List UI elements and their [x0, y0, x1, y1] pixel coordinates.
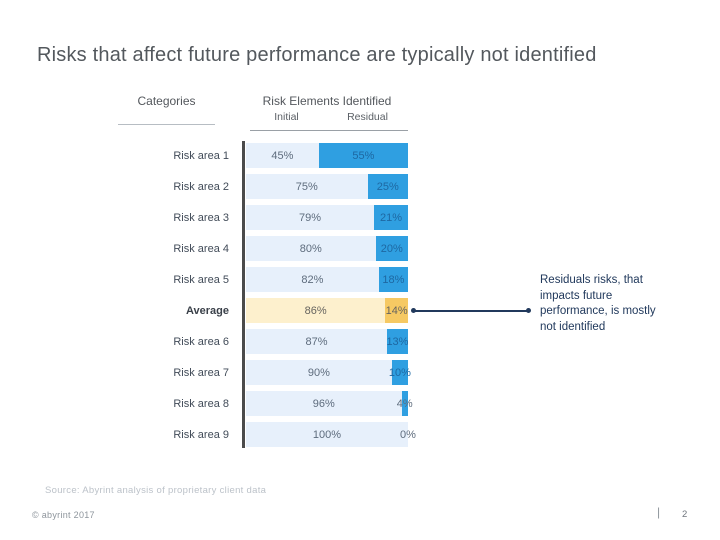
stacked-bar: 86% 14% [246, 298, 408, 323]
risk-row: Risk area 1 45% 55% [127, 143, 408, 168]
residual-segment: 14% [385, 298, 408, 323]
initial-segment: 75% [246, 174, 368, 199]
row-label: Risk area 4 [173, 242, 229, 255]
row-label: Risk area 5 [173, 273, 229, 286]
residual-value-label: 21% [379, 211, 402, 224]
residual-value-label: 10% [388, 366, 411, 379]
row-label: Risk area 6 [173, 335, 229, 348]
initial-value-label: 87% [305, 335, 328, 348]
stacked-bar: 87% 13% [246, 329, 408, 354]
residual-segment: 10% [388, 360, 411, 385]
residual-segment: 55% [318, 143, 408, 168]
risk-row: Risk area 8 96% 4% [127, 391, 413, 416]
residual-segment: 13% [386, 329, 409, 354]
columns-underline [250, 130, 408, 131]
row-label: Average [185, 304, 229, 317]
initial-segment: 90% [246, 360, 392, 385]
residual-segment: 18% [378, 267, 408, 292]
annotation-text: Residuals risks, that impacts future per… [540, 274, 656, 333]
stacked-bar: 90% 10% [246, 360, 411, 385]
initial-value-label: 82% [301, 273, 324, 286]
stacked-bar: 79% 21% [246, 205, 408, 230]
categories-header: Categories [137, 94, 196, 108]
initial-value-label: 90% [307, 366, 330, 379]
copyright-text: © abyrint 2017 [32, 510, 95, 520]
residual-value-label: 14% [385, 304, 408, 317]
row-label: Risk area 2 [173, 180, 229, 193]
initial-value-label: 45% [271, 149, 294, 162]
risk-elements-header: Risk Elements Identified [262, 94, 392, 108]
stacked-bar: 96% 4% [246, 391, 413, 416]
page-separator: | [657, 505, 661, 519]
source-note: Source: Abyrint analysis of proprietary … [45, 485, 267, 496]
initial-segment: 86% [246, 298, 386, 323]
initial-column-header: Initial [274, 111, 299, 123]
row-label: Risk area 9 [173, 428, 229, 441]
annotation-connector-line [411, 308, 531, 313]
row-label: Risk area 3 [173, 211, 229, 224]
initial-segment: 79% [246, 205, 374, 230]
slide-title: Risks that affect future performance are… [37, 44, 597, 66]
page-number: 2 [682, 509, 688, 520]
residual-value-label: 25% [376, 180, 399, 193]
initial-value-label: 75% [295, 180, 318, 193]
stacked-bar: 82% 18% [246, 267, 408, 292]
residual-value-label: 0% [400, 428, 416, 441]
residual-column-header: Residual [347, 111, 388, 123]
initial-segment: 80% [246, 236, 376, 261]
residual-value-label: 4% [396, 397, 413, 410]
residual-value-label: 20% [380, 242, 403, 255]
initial-value-label: 100% [312, 428, 342, 441]
residual-segment: 4% [397, 391, 413, 416]
residual-value-label: 13% [386, 335, 409, 348]
average-row: Average 86% 14% [127, 298, 408, 323]
row-label: Risk area 7 [173, 366, 229, 379]
risk-row: Risk area 2 75% 25% [127, 174, 408, 199]
risk-row: Risk area 6 87% 13% [127, 329, 408, 354]
row-label: Risk area 1 [173, 149, 229, 162]
stacked-bar: 75% 25% [246, 174, 408, 199]
categories-underline [118, 124, 215, 125]
initial-segment: 87% [246, 329, 387, 354]
initial-segment: 45% [246, 143, 319, 168]
chart-axis-line [242, 141, 245, 448]
initial-segment: 96% [246, 391, 402, 416]
risk-row: Risk area 5 82% 18% [127, 267, 408, 292]
risk-row: Risk area 9 100% 0% [127, 422, 416, 447]
initial-segment: 82% [246, 267, 379, 292]
risk-row: Risk area 4 80% 20% [127, 236, 408, 261]
initial-value-label: 79% [298, 211, 321, 224]
risk-row: Risk area 7 90% 10% [127, 360, 411, 385]
chart-rows: Risk area 1 45% 55% Risk area 2 75% 25% Risk a… [127, 143, 416, 453]
residual-segment: 25% [367, 174, 408, 199]
risk-row: Risk area 3 79% 21% [127, 205, 408, 230]
residual-segment: 21% [373, 205, 408, 230]
initial-value-label: 86% [304, 304, 327, 317]
row-label: Risk area 8 [173, 397, 229, 410]
initial-segment: 100% [246, 422, 408, 447]
residual-segment: 20% [375, 236, 408, 261]
residual-value-label: 18% [382, 273, 405, 286]
residual-value-label: 55% [352, 149, 375, 162]
stacked-bar: 80% 20% [246, 236, 408, 261]
initial-value-label: 80% [299, 242, 322, 255]
stacked-bar: 100% 0% [246, 422, 416, 447]
initial-value-label: 96% [312, 397, 335, 410]
stacked-bar: 45% 55% [246, 143, 408, 168]
